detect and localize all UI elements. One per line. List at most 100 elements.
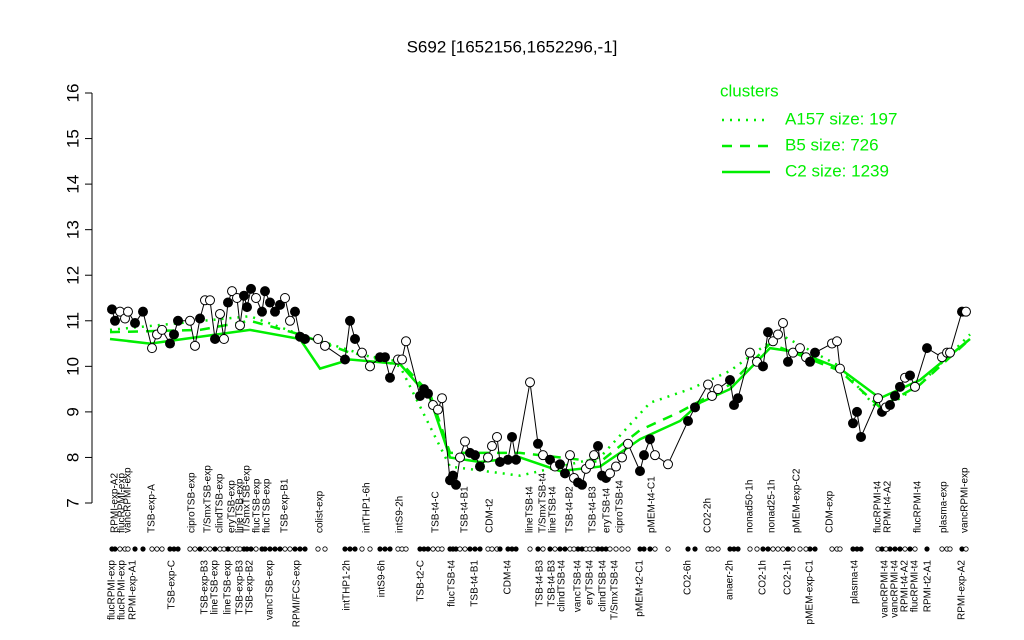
sample-label: RPMI-exp-A2 (110, 473, 121, 533)
rug-point (262, 546, 268, 552)
rug-point (272, 546, 278, 552)
sample-label: TSB-t4-B1 (470, 560, 481, 607)
data-point (483, 452, 493, 463)
sample-label: TSB-exp-B3 (235, 560, 246, 615)
sample-label: RPMI-exp-A1 (128, 560, 139, 620)
data-point (169, 329, 179, 340)
data-point (832, 336, 842, 347)
data-point (810, 347, 820, 358)
sample-label: TSB-exp-B1 (280, 478, 291, 533)
rug-point (497, 546, 503, 552)
rug-point (557, 546, 563, 552)
data-point (555, 459, 565, 470)
rug-point (467, 546, 473, 552)
rug-point (685, 546, 691, 552)
rug-point (765, 546, 771, 552)
data-point (589, 450, 599, 461)
data-point (783, 356, 793, 367)
sample-label: anaer-2h (725, 560, 736, 600)
data-point (157, 324, 167, 335)
rug-point (902, 546, 908, 552)
data-point (645, 434, 655, 445)
rug-point (747, 546, 753, 552)
data-point (460, 436, 470, 447)
sample-label: CO2-1h (758, 560, 769, 595)
rug-point (212, 546, 218, 552)
rug-point (439, 546, 445, 552)
sample-label: intS9-2h (395, 496, 406, 533)
legend-label: C2 size: 1239 (785, 161, 889, 180)
y-tick-label: 15 (63, 129, 82, 148)
data-point (635, 466, 645, 477)
rug-point (462, 546, 468, 552)
sample-label: lineTSB-t4 (525, 486, 536, 533)
rug-point (837, 546, 843, 552)
rug-point (613, 546, 619, 552)
rug-point (692, 546, 698, 552)
rug-point (924, 546, 930, 552)
rug-point (513, 546, 519, 552)
rug-point (302, 546, 308, 552)
data-point (173, 315, 183, 326)
rug-point (187, 546, 193, 552)
rug-point (709, 546, 715, 552)
rug-point (897, 546, 903, 552)
rug-point (489, 546, 495, 552)
y-tick-label: 16 (63, 84, 82, 103)
sample-label: plasma-t4 (850, 560, 861, 604)
rug-point (382, 546, 388, 552)
sample-label: TSB-t4-B3 (535, 560, 546, 607)
data-point (507, 431, 517, 442)
rug-point (125, 546, 131, 552)
chart-title: S692 [1652156,1652296,-1] (407, 37, 618, 56)
data-point (210, 334, 220, 344)
data-point (585, 459, 595, 470)
data-point (239, 290, 249, 301)
data-point (397, 354, 407, 365)
data-point (138, 306, 148, 317)
rug-point (117, 546, 123, 552)
data-point (165, 338, 175, 349)
rug-point (430, 546, 436, 552)
rug-point (297, 546, 303, 552)
rug-point (665, 546, 671, 552)
sample-label: TSB-exp-C (167, 560, 178, 609)
data-point (773, 329, 783, 340)
data-point (235, 320, 245, 331)
sample-label: intTHP1-6h (362, 482, 373, 533)
data-point (380, 352, 390, 363)
data-point (650, 450, 660, 461)
data-point (611, 461, 621, 472)
data-point (437, 393, 447, 404)
data-point (805, 356, 815, 367)
sample-label: clindTSB-t4 (557, 560, 568, 612)
rug-point (641, 546, 647, 552)
rug-point (287, 546, 293, 552)
rug-point (535, 546, 541, 552)
rug-point (760, 546, 766, 552)
data-point (835, 363, 845, 374)
rug-point (858, 546, 864, 552)
data-point (560, 468, 570, 479)
sample-label: T/SmxTSB-exp (203, 465, 214, 533)
sample-label: CDM-t4 (503, 560, 514, 595)
data-point (492, 431, 502, 442)
data-point (733, 393, 743, 404)
y-tick-label: 9 (63, 407, 82, 416)
rug-point (132, 546, 138, 552)
data-point (265, 297, 275, 308)
data-point (320, 340, 330, 351)
sample-label: RPMI-exp-A2 (957, 560, 968, 620)
data-point (290, 306, 300, 317)
sample-label: TSB-t4-B2 (565, 486, 576, 533)
data-point (623, 438, 633, 449)
sample-label: TSB-exp-B3 (200, 560, 211, 615)
data-point (905, 370, 915, 381)
rug-point (267, 546, 273, 552)
sample-label: lineTSB-exp (235, 478, 246, 533)
data-point (511, 454, 521, 465)
sample-label: ciproTSB-exp (187, 472, 198, 533)
rug-point (647, 546, 653, 552)
data-point (147, 343, 157, 354)
data-point (707, 390, 717, 401)
